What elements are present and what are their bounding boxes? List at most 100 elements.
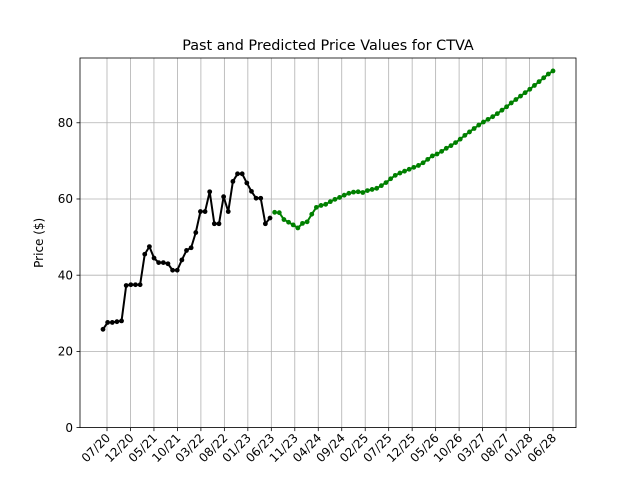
data-point-past: [179, 257, 185, 263]
data-point-predicted: [532, 83, 537, 88]
data-point-past: [202, 209, 208, 214]
data-point-past: [253, 195, 259, 201]
data-point-predicted: [402, 168, 407, 174]
data-point-predicted: [485, 116, 491, 122]
y-tick-label: 60: [58, 192, 73, 206]
data-point-predicted: [332, 196, 338, 202]
data-point-past: [156, 260, 162, 266]
data-point-predicted: [314, 204, 319, 210]
data-point-predicted: [448, 143, 454, 149]
data-point-predicted: [272, 209, 278, 215]
data-point-past: [235, 171, 240, 177]
data-point-predicted: [439, 148, 445, 154]
data-point-past: [249, 188, 254, 194]
data-point-predicted: [513, 97, 519, 102]
data-point-predicted: [490, 114, 496, 120]
data-point-past: [142, 251, 148, 257]
series-layer: [100, 68, 556, 332]
data-point-predicted: [295, 225, 301, 231]
data-point-past: [211, 221, 217, 227]
data-point-past: [174, 267, 180, 273]
data-point-predicted: [300, 220, 305, 226]
data-point-predicted: [383, 180, 389, 185]
data-point-predicted: [360, 190, 366, 195]
data-point-past: [100, 326, 106, 332]
data-point-predicted: [309, 211, 315, 217]
data-point-predicted: [337, 195, 342, 200]
data-point-past: [225, 209, 231, 214]
y-tick-label: 20: [58, 345, 73, 359]
data-point-past: [151, 255, 157, 261]
data-point-predicted: [462, 132, 468, 138]
data-point-past: [198, 209, 203, 214]
data-point-predicted: [281, 217, 287, 222]
data-point-past: [165, 261, 171, 267]
data-point-predicted: [286, 219, 291, 225]
data-point-predicted: [467, 129, 472, 135]
data-point-past: [216, 221, 222, 227]
data-point-past: [119, 318, 124, 324]
data-point-predicted: [541, 75, 547, 81]
data-point-predicted: [341, 192, 347, 198]
data-point-past: [160, 260, 166, 266]
data-point-predicted: [355, 189, 361, 195]
data-point-predicted: [416, 163, 421, 168]
data-point-predicted: [411, 164, 417, 170]
data-point-predicted: [369, 187, 375, 192]
data-point-predicted: [536, 79, 542, 85]
data-point-predicted: [429, 153, 435, 159]
data-point-predicted: [276, 210, 282, 216]
y-tick-label: 80: [58, 116, 73, 130]
data-point-predicted: [323, 201, 329, 207]
data-point-predicted: [420, 160, 426, 166]
data-point-past: [109, 320, 115, 325]
data-point-predicted: [397, 170, 403, 176]
data-point-predicted: [434, 151, 440, 157]
data-point-past: [133, 282, 138, 288]
data-point-past: [105, 320, 111, 325]
data-point-predicted: [406, 166, 412, 172]
data-point-predicted: [304, 219, 310, 225]
data-point-past: [221, 194, 227, 200]
data-point-predicted: [471, 126, 477, 131]
data-point-predicted: [388, 176, 394, 182]
data-point-predicted: [545, 71, 551, 77]
data-point-predicted: [457, 136, 463, 142]
chart-title: Past and Predicted Price Values for CTVA: [182, 38, 474, 54]
data-point-predicted: [481, 119, 486, 125]
data-point-predicted: [494, 111, 500, 117]
data-point-predicted: [327, 199, 333, 205]
y-tick-label: 0: [65, 421, 73, 435]
data-point-predicted: [365, 188, 370, 193]
data-point-predicted: [476, 122, 482, 128]
data-point-past: [128, 282, 134, 288]
data-point-predicted: [443, 145, 449, 151]
data-point-predicted: [550, 68, 556, 74]
data-point-past: [188, 245, 194, 251]
data-point-predicted: [425, 156, 431, 162]
data-point-past: [137, 282, 143, 288]
data-point-predicted: [508, 100, 514, 106]
data-point-past: [170, 267, 175, 273]
data-point-predicted: [453, 140, 458, 145]
data-point-past: [267, 215, 273, 221]
data-point-past: [262, 221, 268, 227]
data-point-predicted: [392, 172, 398, 178]
plot-frame: [79, 57, 577, 429]
data-point-predicted: [378, 183, 384, 189]
data-point-predicted: [522, 90, 528, 96]
data-point-past: [123, 283, 129, 288]
grid: [80, 58, 576, 429]
data-point-past: [114, 319, 120, 325]
y-axis-ticks: 0 20 40 60 80: [58, 116, 80, 435]
data-point-predicted: [290, 222, 296, 228]
data-point-past: [193, 230, 199, 235]
data-point-past: [258, 195, 264, 201]
y-tick-label: 40: [58, 268, 73, 282]
data-point-predicted: [527, 86, 533, 92]
data-point-predicted: [351, 189, 356, 195]
data-point-past: [207, 189, 213, 195]
data-point-predicted: [499, 107, 505, 113]
